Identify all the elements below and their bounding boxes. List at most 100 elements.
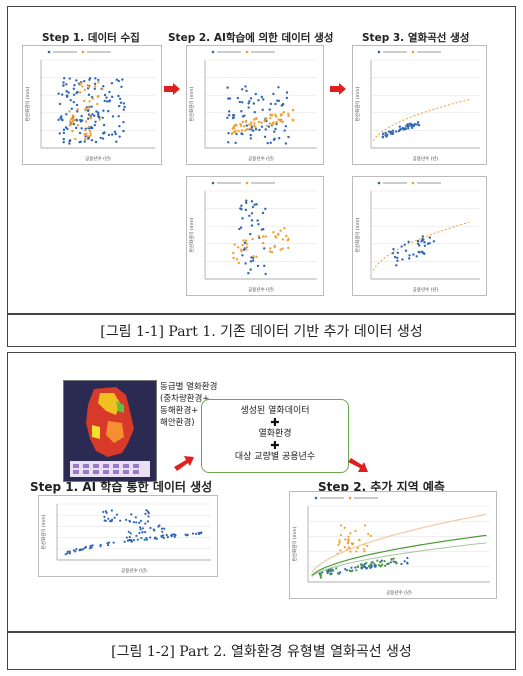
part1-step3-title: Step 3. 열화곡선 생성 <box>362 32 470 44</box>
data-point <box>96 102 99 106</box>
data-point <box>107 133 111 137</box>
data-point <box>84 108 87 111</box>
data-point <box>255 255 258 259</box>
data-point <box>269 113 272 117</box>
chart-step1-collected-data: 공용년수 (년) 탄산화깊이 (mm) <box>22 45 162 165</box>
data-point <box>366 544 369 548</box>
data-point <box>118 135 121 138</box>
data-point <box>119 101 123 104</box>
data-point <box>355 550 358 553</box>
legend <box>211 50 275 54</box>
chart-step2-generated-data-b: 공용년수 (년) 탄산화깊이 (mm) <box>186 176 324 296</box>
data-point <box>354 529 357 532</box>
data-point <box>247 272 250 275</box>
data-point <box>103 93 107 97</box>
data-point <box>407 127 410 130</box>
data-point <box>230 132 234 136</box>
data-point <box>252 102 256 105</box>
chart-step2-generated-data-a: 공용년수 (년) 탄산화깊이 (mm) <box>186 45 324 165</box>
data-point <box>71 114 75 117</box>
data-point <box>93 114 96 117</box>
data-point <box>84 545 88 548</box>
data-point <box>65 83 68 86</box>
data-point <box>250 219 254 222</box>
data-point <box>376 559 379 562</box>
data-point <box>272 92 275 96</box>
chart-step3-curve-b: 공용년수 (년) 탄산화깊이 (mm) <box>352 176 487 296</box>
data-point <box>346 542 349 545</box>
data-point <box>392 560 395 563</box>
map-info-line: 동급별 열화환경 <box>160 382 218 392</box>
data-point <box>406 123 409 126</box>
data-point <box>226 116 229 120</box>
data-point <box>406 125 409 128</box>
data-point <box>162 536 165 540</box>
data-point <box>418 244 421 247</box>
y-axis-label: 탄산화깊이 (mm) <box>188 87 195 122</box>
data-point <box>76 108 80 111</box>
data-point <box>264 128 267 131</box>
trend-curve <box>311 513 487 573</box>
data-point <box>161 530 164 533</box>
data-point <box>110 520 113 523</box>
data-point <box>88 129 92 133</box>
data-point <box>250 224 254 227</box>
box-line: 대상 교량별 공용년수 <box>234 452 316 462</box>
data-point <box>132 539 136 542</box>
part1-step2-title: Step 2. AI학습에 의한 데이터 생성 <box>168 32 334 44</box>
data-point <box>97 95 100 98</box>
data-point <box>368 564 371 568</box>
data-point <box>78 131 82 135</box>
data-point <box>114 132 117 136</box>
data-point <box>95 110 98 113</box>
data-point <box>361 566 364 569</box>
korea-map-image <box>63 380 157 482</box>
data-point <box>102 85 105 88</box>
data-point <box>237 129 240 133</box>
data-point <box>271 123 274 126</box>
data-point <box>75 103 79 107</box>
data-point <box>102 123 106 127</box>
arrow-right-icon <box>330 83 346 95</box>
data-point <box>279 248 282 251</box>
data-point <box>416 239 420 243</box>
plus-icon: ✚ <box>270 439 280 452</box>
data-point <box>284 142 288 145</box>
data-point <box>250 124 253 127</box>
data-point <box>97 111 100 114</box>
data-point <box>94 120 97 123</box>
data-point <box>242 248 246 251</box>
data-point <box>250 200 254 203</box>
data-point <box>105 511 108 514</box>
data-point <box>94 140 98 144</box>
data-point <box>389 132 393 135</box>
data-point <box>115 140 118 143</box>
data-point <box>403 560 406 563</box>
data-point <box>269 141 272 144</box>
data-point <box>243 114 246 117</box>
data-point <box>130 538 133 542</box>
data-point <box>380 564 383 567</box>
data-point <box>363 550 366 553</box>
part1-step1-title: Step 1. 데이터 수집 <box>42 32 140 44</box>
data-point <box>417 123 421 127</box>
data-point <box>365 561 368 564</box>
data-point <box>237 261 241 265</box>
data-point <box>257 120 261 124</box>
data-point <box>256 264 260 268</box>
data-point <box>61 93 64 96</box>
data-point <box>245 89 248 93</box>
data-point <box>420 240 423 243</box>
data-point <box>337 543 340 546</box>
data-point <box>270 250 274 254</box>
data-point <box>407 240 410 244</box>
data-point <box>264 207 267 211</box>
data-point <box>233 243 236 246</box>
data-point <box>255 117 258 120</box>
data-point <box>244 239 248 242</box>
data-point <box>90 546 93 549</box>
data-point <box>115 513 119 516</box>
data-point <box>113 516 116 519</box>
data-point <box>112 541 115 544</box>
data-point <box>261 211 265 215</box>
